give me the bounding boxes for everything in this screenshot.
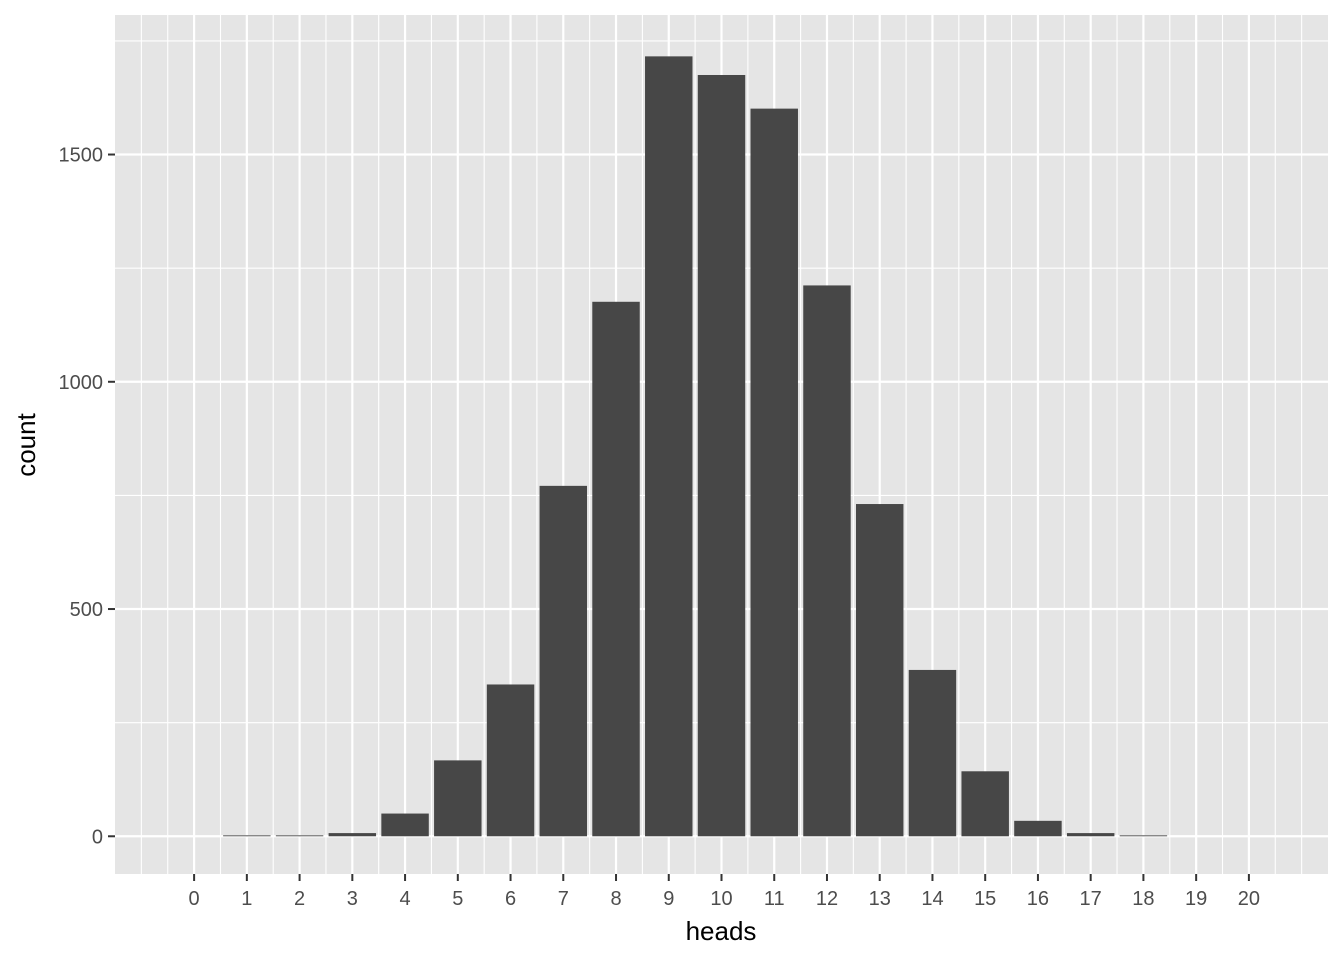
x-tick-label: 10 <box>710 888 732 910</box>
x-tick-label: 12 <box>816 888 838 910</box>
bar-8 <box>592 301 640 837</box>
x-axis-title: heads <box>686 916 757 946</box>
y-tick-label: 1500 <box>59 145 104 167</box>
x-tick-label: 9 <box>663 888 674 910</box>
bar-4 <box>381 813 429 837</box>
bar-1 <box>223 835 271 837</box>
x-tick-label: 7 <box>558 888 569 910</box>
minor-gridlines-x <box>140 15 1303 874</box>
bar-6 <box>486 684 535 837</box>
bar-14 <box>908 669 957 837</box>
bar-9 <box>645 56 693 837</box>
y-axis-title: count <box>11 412 41 476</box>
x-tick-label: 18 <box>1132 888 1154 910</box>
bar-15 <box>961 771 1009 837</box>
x-tick-label: 1 <box>241 888 252 910</box>
x-tick-label: 14 <box>921 888 943 910</box>
bar-10 <box>697 74 746 837</box>
x-tick-label: 15 <box>974 888 996 910</box>
bar-11 <box>750 108 798 837</box>
x-tick-label: 16 <box>1027 888 1049 910</box>
x-tick-label: 4 <box>400 888 411 910</box>
bar-13 <box>855 504 904 837</box>
x-tick-label: 17 <box>1080 888 1102 910</box>
bar-16 <box>1014 820 1062 837</box>
bar-12 <box>803 285 851 837</box>
bar-3 <box>328 833 377 837</box>
bar-18 <box>1119 835 1168 837</box>
x-tick-label: 3 <box>347 888 358 910</box>
bar-7 <box>539 485 588 837</box>
x-tick-label: 11 <box>764 888 785 910</box>
x-axis-ticks: 0 1 2 3 4 5 6 7 8 9 10 11 12 13 14 15 16 17 18 19 20 <box>189 874 1260 910</box>
bar-17 <box>1066 833 1115 837</box>
x-tick-label: 2 <box>294 888 305 910</box>
x-tick-label: 19 <box>1185 888 1207 910</box>
x-tick-label: 8 <box>610 888 621 910</box>
x-tick-label: 6 <box>505 888 516 910</box>
y-tick-label: 1000 <box>59 372 104 394</box>
y-tick-label: 500 <box>70 599 103 621</box>
bar-5 <box>434 760 482 837</box>
bar-2 <box>275 835 324 837</box>
x-tick-label: 13 <box>869 888 891 910</box>
bars <box>223 56 1168 837</box>
y-axis-ticks: 0 500 1000 1500 <box>59 145 115 848</box>
x-tick-label: 20 <box>1238 888 1260 910</box>
y-tick-label: 0 <box>92 826 103 848</box>
x-tick-label: 0 <box>189 888 200 910</box>
x-tick-label: 5 <box>452 888 463 910</box>
